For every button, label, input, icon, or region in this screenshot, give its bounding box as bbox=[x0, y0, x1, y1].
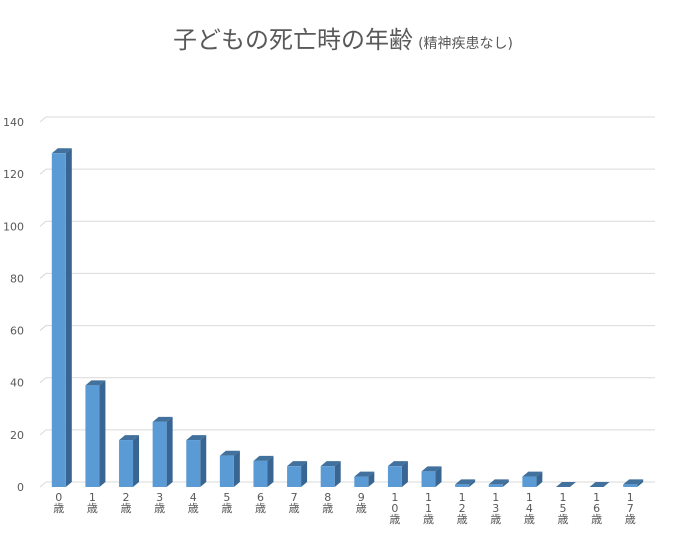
y-tick-label: 40 bbox=[10, 377, 24, 390]
gridline-side bbox=[39, 168, 47, 175]
gridline-side bbox=[39, 429, 47, 436]
y-tick-label: 60 bbox=[10, 325, 24, 338]
bar-top bbox=[354, 471, 375, 477]
bar-side bbox=[301, 461, 308, 487]
bar bbox=[522, 476, 537, 487]
bar-side bbox=[368, 471, 375, 487]
bar-top bbox=[219, 450, 240, 456]
bar bbox=[152, 421, 167, 487]
bar-side bbox=[99, 380, 106, 487]
chart-title-main: 子どもの死亡時の年齢 bbox=[172, 26, 413, 54]
bar bbox=[354, 476, 369, 487]
bar-top bbox=[253, 455, 274, 461]
bar-top bbox=[555, 482, 576, 487]
bar bbox=[287, 466, 302, 487]
bar bbox=[253, 460, 268, 487]
bar-top bbox=[287, 461, 308, 467]
y-tick-label: 80 bbox=[10, 272, 24, 285]
bar bbox=[455, 484, 470, 487]
bar-side bbox=[166, 416, 173, 487]
bar bbox=[219, 455, 234, 487]
bar-side bbox=[435, 466, 442, 487]
chart-subtitle: (精神疾患なし) bbox=[418, 36, 514, 52]
bar-top bbox=[589, 482, 610, 487]
y-tick-label: 120 bbox=[3, 168, 24, 181]
bar bbox=[186, 440, 201, 487]
bar-top bbox=[152, 416, 173, 422]
bar-side bbox=[267, 455, 274, 487]
bar-top bbox=[488, 479, 509, 485]
bar-side bbox=[65, 148, 72, 488]
bar-side bbox=[502, 479, 509, 487]
bar-top bbox=[623, 479, 644, 485]
bar-side bbox=[637, 479, 644, 487]
bar-side bbox=[469, 479, 476, 487]
y-tick-label: 100 bbox=[3, 220, 24, 233]
bar-side bbox=[334, 461, 341, 487]
bar-top bbox=[421, 466, 442, 472]
bar-top bbox=[522, 471, 543, 477]
bar-side bbox=[200, 435, 207, 487]
bar-top bbox=[186, 435, 207, 441]
gridline-side bbox=[39, 273, 47, 279]
bar bbox=[320, 466, 335, 487]
bar bbox=[119, 440, 134, 487]
y-tick-label: 20 bbox=[10, 429, 24, 442]
bar bbox=[51, 153, 66, 488]
gridline-side bbox=[39, 481, 47, 488]
bar-top bbox=[320, 461, 341, 467]
gridline-side bbox=[39, 325, 47, 331]
y-tick-label: 0 bbox=[17, 481, 24, 494]
bar bbox=[488, 484, 503, 487]
chart-title: 子どもの死亡時の年齢 (精神疾患なし) bbox=[0, 20, 686, 55]
gridline-side bbox=[39, 377, 47, 384]
bar-top bbox=[455, 479, 476, 485]
bar bbox=[387, 466, 402, 487]
bar-top bbox=[51, 148, 72, 154]
bar-side bbox=[536, 471, 543, 487]
bar-top bbox=[119, 435, 140, 441]
bar-side bbox=[233, 450, 240, 487]
gridline-side bbox=[39, 220, 47, 227]
bar-side bbox=[133, 435, 140, 487]
bar bbox=[421, 471, 436, 487]
bar-side bbox=[401, 461, 408, 487]
y-tick-label: 140 bbox=[3, 116, 24, 129]
bar bbox=[623, 484, 638, 487]
bar bbox=[85, 385, 100, 487]
bar-top bbox=[387, 461, 408, 467]
bar-top bbox=[85, 380, 106, 386]
gridline-side bbox=[39, 116, 47, 123]
